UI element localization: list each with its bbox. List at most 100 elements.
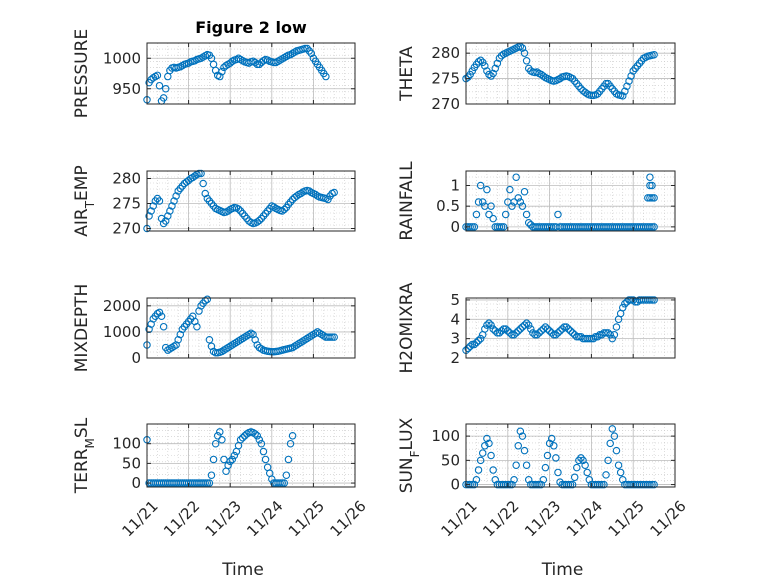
data-point bbox=[153, 71, 162, 80]
data-point bbox=[646, 181, 654, 190]
x-axis-label: Time bbox=[541, 560, 584, 580]
data-point bbox=[545, 327, 554, 335]
data-point bbox=[585, 475, 594, 484]
data-point bbox=[524, 475, 533, 484]
data-point bbox=[516, 198, 525, 206]
data-point bbox=[554, 210, 562, 219]
data-point bbox=[216, 72, 224, 81]
data-point bbox=[159, 322, 168, 331]
data-point bbox=[255, 435, 264, 444]
x-tick-label: 11/26 bbox=[646, 497, 689, 540]
y-axis-label: THETA bbox=[397, 46, 417, 102]
data-point bbox=[527, 325, 535, 333]
data-point bbox=[476, 334, 485, 343]
data-point bbox=[284, 455, 293, 464]
y-tick-label: 3 bbox=[450, 330, 460, 348]
data-point bbox=[478, 198, 487, 206]
grid-lines bbox=[466, 171, 675, 231]
data-point bbox=[257, 439, 266, 448]
data-point bbox=[172, 192, 180, 200]
data-point bbox=[541, 463, 550, 472]
data-point bbox=[170, 197, 178, 205]
grid-lines bbox=[147, 171, 355, 231]
data-point bbox=[556, 74, 564, 83]
data-point bbox=[259, 447, 268, 456]
data-point bbox=[510, 475, 518, 484]
data-point bbox=[474, 466, 483, 474]
data-point bbox=[646, 296, 654, 304]
data-point bbox=[472, 210, 481, 219]
data-point bbox=[602, 329, 610, 337]
data-point bbox=[539, 475, 548, 484]
data-point bbox=[161, 217, 170, 225]
data-point bbox=[518, 432, 527, 440]
x-tick-label: 11/21 bbox=[118, 497, 161, 540]
data-point bbox=[506, 185, 514, 194]
data-point bbox=[301, 44, 309, 53]
data-point bbox=[616, 468, 625, 477]
data-point bbox=[646, 173, 654, 181]
data-series bbox=[143, 169, 338, 233]
data-point bbox=[510, 331, 518, 339]
data-point bbox=[157, 214, 166, 223]
data-point bbox=[491, 475, 500, 484]
data-point bbox=[550, 331, 558, 339]
y-tick-label: 0 bbox=[450, 218, 460, 236]
data-point bbox=[499, 325, 508, 333]
data-point bbox=[255, 60, 264, 69]
x-tick-label: 11/23 bbox=[202, 497, 245, 540]
data-point bbox=[201, 479, 209, 487]
data-point bbox=[508, 331, 516, 339]
data-point bbox=[474, 58, 483, 66]
data-point bbox=[531, 331, 539, 339]
data-point bbox=[608, 425, 617, 433]
data-point bbox=[201, 189, 209, 198]
data-point bbox=[610, 432, 619, 440]
x-tick-label: 11/23 bbox=[521, 497, 564, 540]
data-series bbox=[143, 428, 297, 487]
data-point bbox=[618, 475, 627, 484]
y-tick-label: 280 bbox=[431, 44, 460, 62]
data-point bbox=[550, 442, 558, 450]
data-point bbox=[568, 480, 577, 489]
y-tick-label: 950 bbox=[112, 80, 141, 98]
data-point bbox=[512, 461, 520, 469]
axes-box bbox=[465, 42, 676, 105]
data-point bbox=[514, 327, 522, 335]
data-point bbox=[598, 480, 606, 489]
figure-title: Figure 2 low bbox=[195, 18, 307, 37]
data-point bbox=[602, 471, 610, 479]
data-point bbox=[191, 172, 199, 180]
data-point bbox=[508, 480, 516, 489]
data-point bbox=[545, 439, 554, 448]
data-point bbox=[596, 480, 604, 489]
data-point bbox=[646, 223, 654, 231]
data-point bbox=[218, 67, 226, 76]
data-point bbox=[575, 456, 583, 465]
data-series bbox=[462, 173, 658, 231]
data-point bbox=[554, 329, 562, 337]
data-point bbox=[612, 446, 621, 455]
data-point bbox=[504, 327, 512, 335]
data-point bbox=[604, 456, 612, 465]
data-point bbox=[483, 185, 491, 194]
data-point bbox=[203, 479, 212, 487]
data-point bbox=[468, 340, 477, 349]
data-point bbox=[579, 456, 587, 465]
x-tick-label: 11/26 bbox=[326, 497, 369, 540]
data-point bbox=[508, 202, 516, 210]
y-tick-label: 0 bbox=[450, 476, 460, 494]
data-point bbox=[305, 47, 313, 55]
data-point bbox=[518, 202, 527, 210]
data-point bbox=[581, 461, 589, 469]
data-point bbox=[322, 72, 330, 81]
y-tick-label: 4 bbox=[450, 310, 460, 328]
y-tick-label: 280 bbox=[112, 170, 141, 188]
data-point bbox=[522, 57, 531, 65]
data-point bbox=[226, 457, 234, 466]
axes-box bbox=[146, 42, 356, 105]
data-point bbox=[280, 479, 289, 487]
x-tick-label: 11/22 bbox=[160, 497, 203, 540]
y-tick-label: 1000 bbox=[103, 323, 141, 341]
